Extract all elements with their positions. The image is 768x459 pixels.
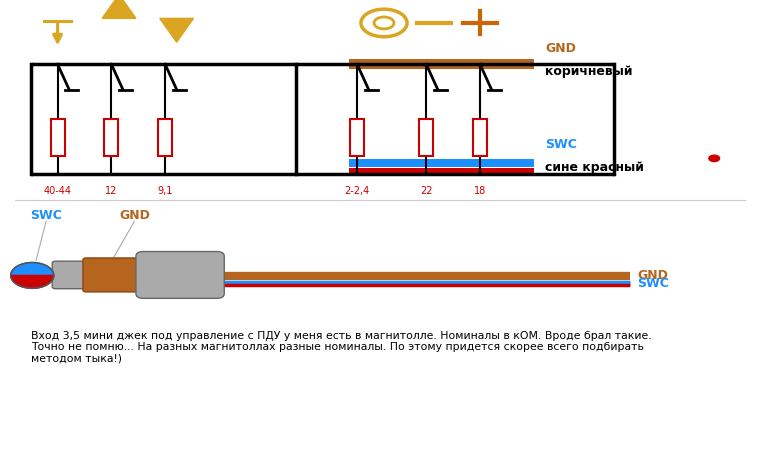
Bar bbox=[473, 119, 487, 156]
Bar bbox=[349, 159, 534, 167]
Text: SWC: SWC bbox=[545, 138, 578, 151]
Polygon shape bbox=[160, 18, 194, 42]
Text: SWC: SWC bbox=[30, 209, 62, 222]
Bar bbox=[51, 119, 65, 156]
Text: 22: 22 bbox=[420, 186, 432, 196]
Text: 12: 12 bbox=[105, 186, 118, 196]
FancyBboxPatch shape bbox=[83, 258, 144, 292]
Bar bbox=[158, 119, 172, 156]
Circle shape bbox=[709, 155, 720, 162]
Bar bbox=[419, 119, 433, 156]
Text: сине красный: сине красный bbox=[545, 161, 644, 174]
FancyBboxPatch shape bbox=[52, 261, 88, 289]
Text: 18: 18 bbox=[474, 186, 486, 196]
Bar bbox=[104, 119, 118, 156]
Text: GND: GND bbox=[637, 269, 668, 282]
Text: коричневый: коричневый bbox=[545, 65, 633, 78]
Text: 2-2,4: 2-2,4 bbox=[345, 186, 369, 196]
Bar bbox=[349, 59, 534, 69]
Text: GND: GND bbox=[119, 209, 150, 222]
Wedge shape bbox=[11, 275, 54, 288]
FancyBboxPatch shape bbox=[136, 252, 224, 298]
Bar bbox=[349, 168, 534, 176]
Text: SWC: SWC bbox=[637, 277, 670, 290]
Bar bbox=[350, 119, 364, 156]
Polygon shape bbox=[102, 0, 136, 18]
Text: GND: GND bbox=[545, 42, 576, 55]
Text: 9,1: 9,1 bbox=[157, 186, 173, 196]
Text: Вход 3,5 мини джек под управление с ПДУ у меня есть в магнитолле. Номиналы в кОМ: Вход 3,5 мини джек под управление с ПДУ … bbox=[31, 330, 651, 364]
Text: 40-44: 40-44 bbox=[44, 186, 71, 196]
Wedge shape bbox=[11, 263, 54, 275]
